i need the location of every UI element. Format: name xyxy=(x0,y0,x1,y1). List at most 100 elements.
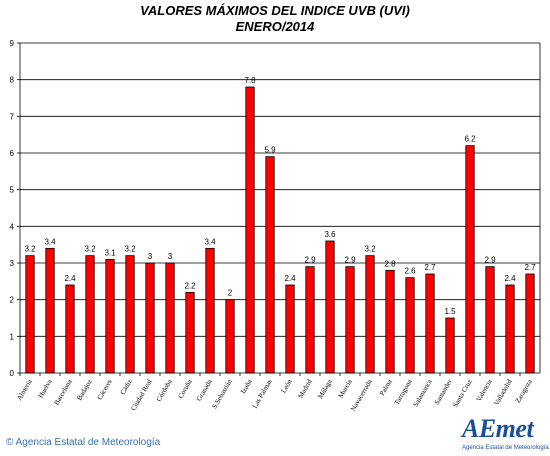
x-tick-label: Cáceres xyxy=(96,378,114,401)
y-tick-label: 9 xyxy=(10,39,15,48)
bar xyxy=(485,266,495,374)
value-labels: 3.2 3.4 2.4 3.2 3.1 3.2 3 3 2.2 3.4 2 7.8 5.9 2.4 2.9 3… xyxy=(24,76,536,316)
y-tick-label: 0 xyxy=(10,369,15,378)
x-tick-label: León xyxy=(280,378,294,395)
x-tick-label: Las Palmas xyxy=(251,378,274,410)
bar xyxy=(405,277,415,374)
footer-agency: Agencia Estatal de Meteorología xyxy=(15,437,161,448)
bar xyxy=(425,273,435,374)
data-label: 2.4 xyxy=(64,274,76,283)
bar xyxy=(505,284,515,374)
x-tick-label: Izaña xyxy=(239,377,254,395)
data-label: 2.9 xyxy=(344,256,356,265)
data-label: 5.9 xyxy=(264,146,276,155)
data-label: 2.6 xyxy=(404,267,416,276)
data-label: 2.9 xyxy=(484,256,496,265)
y-axis: 0 1 2 3 4 5 6 7 8 9 xyxy=(10,39,541,378)
bar xyxy=(345,266,355,374)
y-tick-label: 4 xyxy=(10,222,15,231)
data-label: 2.7 xyxy=(524,263,536,272)
data-label: 3.1 xyxy=(104,248,116,257)
x-tick-label: Santander xyxy=(433,377,454,406)
bar xyxy=(525,273,535,374)
bar xyxy=(325,240,335,374)
data-label: 3.4 xyxy=(44,237,56,246)
data-label: 2.4 xyxy=(284,274,296,283)
bar xyxy=(285,284,295,374)
bar xyxy=(445,317,455,374)
y-tick-label: 8 xyxy=(10,76,15,85)
bar xyxy=(65,284,75,374)
data-label: 2.7 xyxy=(424,263,436,272)
x-tick-label: Almería xyxy=(15,377,34,402)
x-tick-label: Murcia xyxy=(337,377,354,399)
x-tick-label: S.Sebastián xyxy=(211,378,234,411)
logo-text: AEmet xyxy=(462,414,534,443)
chart-title: VALORES MÁXIMOS DEL INDICE UVB (UVI) xyxy=(140,3,410,18)
aemet-logo: AEmet Agencia Estatal de Meteorología xyxy=(462,414,549,454)
bar xyxy=(365,255,375,374)
bar xyxy=(165,262,175,374)
bar xyxy=(85,255,95,374)
data-label: 2.9 xyxy=(304,256,316,265)
data-label: 3.2 xyxy=(124,245,136,254)
data-label: 7.8 xyxy=(244,76,256,85)
data-label: 2.2 xyxy=(184,281,196,290)
y-tick-label: 5 xyxy=(10,186,15,195)
bar xyxy=(45,247,55,374)
bar xyxy=(465,145,475,374)
bar xyxy=(305,266,315,374)
bar xyxy=(145,262,155,374)
y-tick-label: 7 xyxy=(10,112,15,121)
data-label: 3.2 xyxy=(364,245,376,254)
data-label: 2.8 xyxy=(384,259,396,268)
x-tick-label: Madrid xyxy=(296,378,313,400)
x-tick-label: Málaga xyxy=(316,377,334,400)
data-label: 3.2 xyxy=(84,245,96,254)
x-tick-label: Salamanca xyxy=(412,377,435,408)
bar xyxy=(265,156,275,374)
x-tick-label: Badajoz xyxy=(75,378,93,402)
bar xyxy=(385,269,395,374)
x-tick-label: Coruña xyxy=(176,377,194,400)
bar xyxy=(225,299,235,374)
bar xyxy=(205,247,215,374)
data-label: 2.4 xyxy=(504,274,516,283)
bars xyxy=(25,86,535,374)
data-label: 3 xyxy=(168,252,173,261)
bar xyxy=(245,86,255,374)
data-label: 3.6 xyxy=(324,230,336,239)
data-label: 1.5 xyxy=(444,307,456,316)
data-label: 6.2 xyxy=(464,135,476,144)
y-tick-label: 3 xyxy=(10,259,15,268)
data-label: 2 xyxy=(228,289,233,298)
x-tick-label: Huelva xyxy=(37,377,54,399)
bar xyxy=(105,258,115,374)
y-tick-label: 6 xyxy=(10,149,15,158)
copyright-icon: © xyxy=(6,437,14,448)
footer-credit: © Agencia Estatal de Meteorología xyxy=(6,437,160,448)
x-tick-label: Tarragona xyxy=(393,377,415,406)
x-tick-label: Barcelona xyxy=(53,377,75,406)
chart-subtitle: ENERO/2014 xyxy=(235,19,315,34)
x-tick-label: Cádiz xyxy=(119,378,134,396)
data-label: 3.4 xyxy=(204,237,216,246)
data-label: 3 xyxy=(148,252,153,261)
x-tick-label: Zaragoza xyxy=(514,377,534,404)
bar xyxy=(125,255,135,374)
logo-subtitle: Agencia Estatal de Meteorología xyxy=(462,445,549,451)
x-tick-label: Valencia xyxy=(475,377,494,403)
y-tick-label: 1 xyxy=(10,332,15,341)
x-tick-label: Valladolid xyxy=(492,378,514,407)
grid xyxy=(20,42,540,337)
x-tick-label: Palma xyxy=(378,377,394,397)
bar xyxy=(185,291,195,374)
x-tick-label: Granada xyxy=(195,377,214,402)
data-label: 3.2 xyxy=(24,245,36,254)
y-tick-label: 2 xyxy=(10,296,15,305)
x-tick-label: Santa Cruz xyxy=(451,378,473,409)
bar xyxy=(25,255,35,374)
x-tick-label: Córdoba xyxy=(155,377,174,403)
